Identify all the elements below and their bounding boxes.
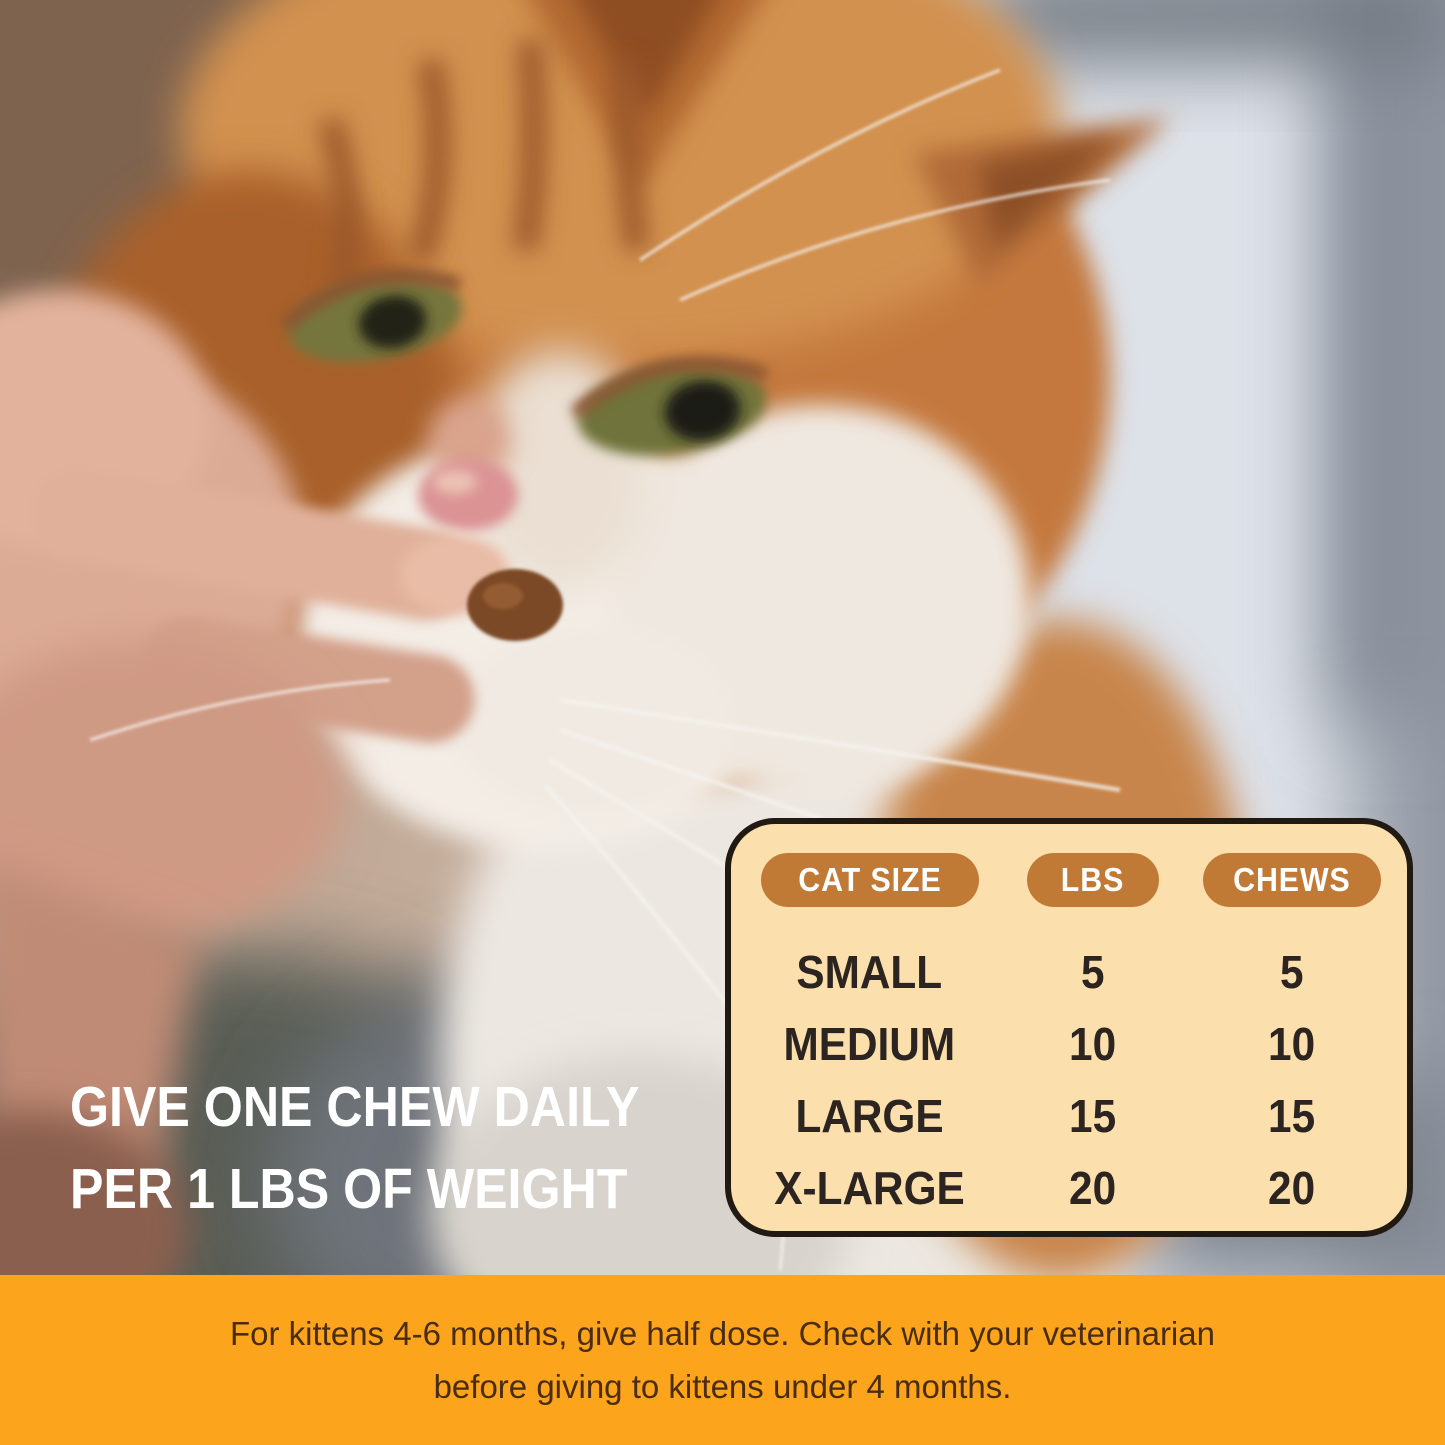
treat [467,569,563,641]
cat-eye-right [570,356,769,456]
table-cell-chews-xlarge: 20 [1268,1162,1316,1214]
feeding-hand [0,290,510,1275]
footer-note-line2: before giving to kittens under 4 months. [433,1368,1012,1405]
headline-line2: PER 1 LBS OF WEIGHT [70,1157,628,1221]
cat-eye-left [280,269,463,363]
table-cell-chews-small: 5 [1280,946,1304,998]
cat-ear-left [529,0,762,190]
table-cell-lbs-medium: 10 [1069,1018,1117,1070]
table-cell-chews-medium: 10 [1268,1018,1316,1070]
table-cell-lbs-large: 15 [1069,1090,1117,1142]
footer-note-line1: For kittens 4-6 months, give half dose. … [230,1315,1215,1352]
column-header-chews: CHEWS [1203,853,1382,907]
column-header-cat-size: CAT SIZE [760,853,979,907]
footer-note-bar: For kittens 4-6 months, give half dose. … [0,1275,1445,1445]
footer-note: For kittens 4-6 months, give half dose. … [230,1307,1215,1413]
headline-line1: GIVE ONE CHEW DAILY [70,1075,640,1139]
table-cell-size-large: LARGE [795,1090,944,1142]
table-cell-chews-large: 15 [1268,1090,1316,1142]
table-cell-size-medium: MEDIUM [783,1018,956,1070]
table-cell-lbs-xlarge: 20 [1069,1162,1117,1214]
table-cell-lbs-small: 5 [1080,946,1105,998]
headline: GIVE ONE CHEW DAILY PER 1 LBS OF WEIGHT [70,1066,717,1230]
cat-ear-right [914,118,1171,287]
table-cell-size-xlarge: X-LARGE [774,1162,965,1214]
cat-nose [418,398,518,531]
dosage-table: CAT SIZE LBS CHEWS SMALL 5 5 MEDIUM 10 1… [725,818,1413,1237]
column-header-lbs: LBS [1026,853,1159,907]
table-cell-size-small: SMALL [796,946,943,998]
